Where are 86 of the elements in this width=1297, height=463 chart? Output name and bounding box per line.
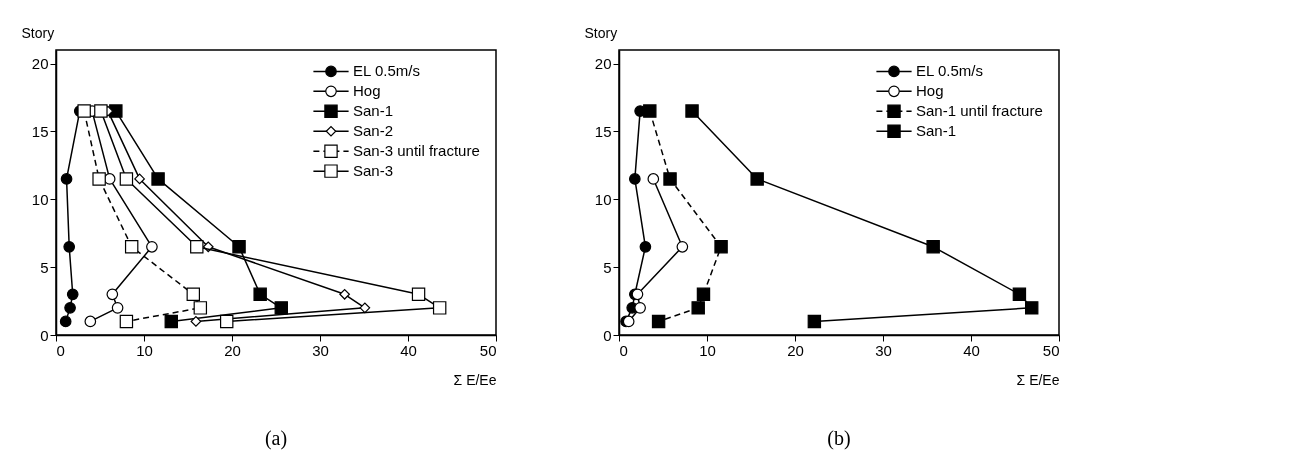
point [109, 104, 123, 118]
point [66, 288, 79, 301]
point [651, 314, 666, 329]
point [926, 240, 940, 254]
legend-label: Hog [353, 82, 381, 100]
x-tick-label: 50 [479, 341, 497, 359]
point [359, 302, 371, 314]
point [59, 315, 72, 328]
point [676, 240, 689, 253]
point [714, 240, 728, 254]
x-axis-title: Σ E/Ee [1016, 371, 1060, 388]
legend-label: San-1 [353, 102, 394, 120]
point [750, 172, 764, 186]
x-tick-label: 10 [136, 341, 153, 359]
x-tick-label: 10 [699, 341, 716, 359]
point [339, 288, 350, 300]
point [639, 240, 652, 253]
point [807, 314, 822, 329]
x-tick-label: 30 [875, 341, 892, 359]
x-tick-label: 0 [619, 341, 628, 359]
point [60, 173, 73, 185]
point [193, 301, 208, 315]
x-tick-label: 40 [400, 341, 417, 359]
point [629, 173, 641, 185]
point [274, 301, 288, 315]
legend-label: San-1 [916, 122, 957, 140]
y-tick-label: 15 [594, 122, 612, 140]
point [253, 287, 267, 302]
point [63, 240, 76, 253]
text: (b) [827, 427, 851, 450]
y-axis-title: Story [584, 24, 618, 41]
point [84, 315, 97, 328]
point [663, 172, 677, 186]
y-tick-label: 0 [40, 326, 49, 344]
point [647, 173, 660, 185]
point [432, 301, 447, 315]
x-tick-label: 0 [56, 341, 65, 359]
y-tick-label: 5 [40, 258, 49, 276]
y-tick-label: 15 [31, 122, 49, 140]
point [124, 240, 139, 254]
legend-label: EL 0.5m/s [916, 62, 983, 80]
point [186, 287, 200, 302]
point [111, 302, 124, 314]
point [77, 104, 91, 118]
text: (a) [264, 427, 288, 450]
x-tick-label: 40 [963, 341, 980, 359]
point [685, 104, 699, 118]
y-axis-title: Story [21, 24, 55, 41]
y-tick-label: 0 [603, 326, 612, 344]
point [411, 287, 426, 302]
point [1025, 301, 1039, 315]
y-tick-label: 20 [594, 55, 612, 73]
legend-label: Hog [916, 82, 944, 100]
point [232, 240, 246, 254]
point [190, 240, 204, 254]
point [151, 172, 165, 186]
y-tick-label: 5 [603, 258, 612, 276]
point [696, 287, 711, 302]
x-tick-label: 30 [312, 341, 329, 359]
legend-label: San-1 until fracture [916, 102, 1043, 120]
y-tick-label: 10 [594, 190, 612, 208]
point [134, 173, 145, 185]
point [64, 302, 76, 314]
y-tick-label: 10 [31, 190, 49, 208]
point [1012, 287, 1027, 302]
legend-label: San-2 [353, 122, 394, 140]
point [691, 301, 705, 315]
legend-label: San-3 [353, 162, 394, 180]
point [146, 240, 158, 253]
legend-label: San-3 until fracture [353, 142, 480, 160]
x-axis-title: Σ E/Ee [453, 371, 497, 388]
point [643, 104, 657, 118]
point [164, 314, 178, 329]
x-tick-label: 20 [224, 341, 241, 359]
point [119, 314, 134, 329]
y-tick-label: 20 [31, 55, 49, 73]
x-tick-label: 20 [787, 341, 804, 359]
point [220, 314, 234, 329]
point [119, 172, 134, 186]
point [92, 172, 106, 186]
point [190, 316, 202, 327]
point [106, 288, 119, 301]
point [634, 302, 646, 314]
legend-label: EL 0.5m/s [353, 62, 420, 80]
x-tick-label: 50 [1042, 341, 1060, 359]
point [94, 104, 108, 118]
